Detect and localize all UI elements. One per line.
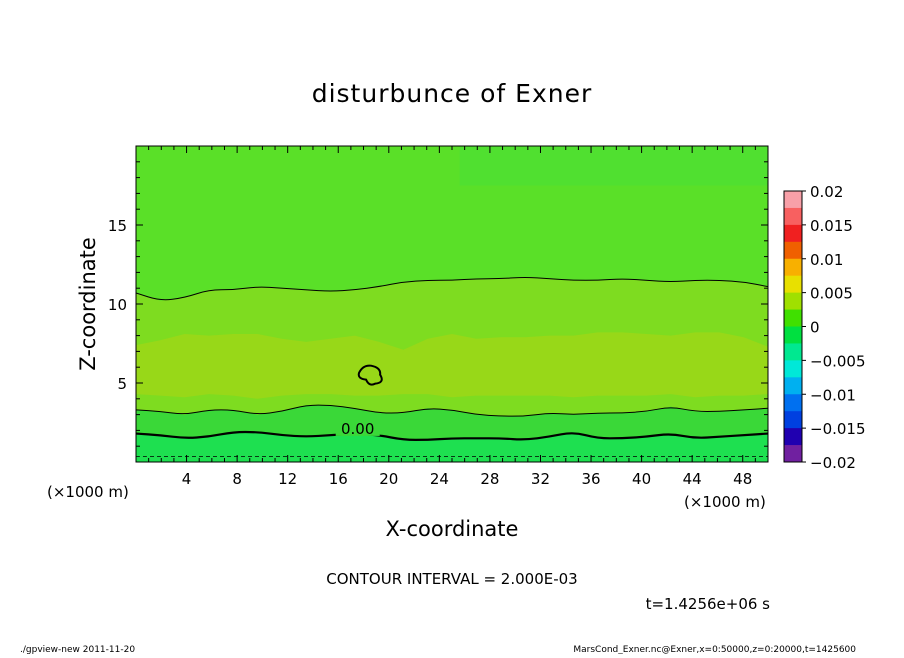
colorbar-segment	[784, 309, 802, 327]
footer-right: MarsCond_Exner.nc@Exner,x=0:50000,z=0:20…	[573, 645, 856, 654]
colorbar-tick-label: −0.01	[810, 386, 856, 404]
x-tick-label: 40	[632, 470, 651, 488]
plot-area: 0.00	[135, 145, 769, 463]
time-text: t=1.4256e+06 s	[646, 595, 771, 613]
colorbar-segment	[784, 258, 802, 277]
colorbar-segment	[784, 394, 802, 412]
fill-lower	[136, 405, 768, 440]
colorbar-tick-label: 0.005	[810, 285, 853, 303]
colorbar-segment	[784, 377, 802, 395]
x-tick-label: 48	[733, 470, 752, 488]
y-axis-ticks: 5 10 15	[108, 161, 768, 447]
colorbar-tick-label: −0.015	[810, 420, 866, 438]
colorbar-segment	[784, 292, 802, 311]
colorbar-tick-label: −0.02	[810, 454, 856, 472]
footer-left: ./gpview-new 2011-11-20	[20, 645, 135, 654]
x-tick-label: 20	[379, 470, 398, 488]
colorbar-segment	[784, 275, 802, 294]
y-tick-label: 15	[108, 217, 127, 235]
x-unit-right: (×1000 m)	[684, 493, 766, 511]
contour-blob	[357, 364, 383, 386]
contour-line-lower	[136, 404, 768, 417]
x-tick-label: 8	[232, 470, 242, 488]
contour-label: 0.00	[341, 420, 374, 438]
colorbar-segment	[784, 241, 802, 260]
x-unit-left: (×1000 m)	[47, 483, 129, 501]
x-tick-label: 24	[430, 470, 449, 488]
colorbar-segment	[784, 207, 802, 226]
colorbar-tick-label: 0.02	[810, 183, 843, 201]
x-tick-label: 32	[531, 470, 550, 488]
y-axis-label: Z-coordinate	[76, 237, 100, 371]
colorbar-segment	[784, 326, 802, 344]
x-tick-label: 12	[278, 470, 297, 488]
colorbar-tick-label: 0.01	[810, 251, 843, 269]
colorbar-segment	[784, 191, 802, 209]
contour-line-upper	[136, 277, 768, 301]
fill-upper-right	[459, 146, 768, 186]
colorbar-segment	[784, 428, 802, 446]
x-axis-ticks: 4 8 12 16 20 24 28 32 36 40 44 48	[148, 146, 756, 488]
contour-label-bg	[335, 420, 380, 436]
colorbar-tick-label: 0.015	[810, 217, 853, 235]
contour-interval-text: CONTOUR INTERVAL = 2.000E-03	[326, 570, 577, 588]
colorbar-segment	[784, 224, 802, 243]
colorbar-tick-label: 0	[810, 319, 820, 337]
contour-fills: 0.00	[136, 146, 768, 462]
x-tick-label: 28	[480, 470, 499, 488]
colorbar-segment	[784, 411, 802, 429]
y-tick-label: 10	[108, 296, 127, 314]
x-axis-label: X-coordinate	[386, 517, 519, 541]
colorbar: 0.02 0.015 0.01 0.005 0 −0.005 −0.01 −0.015 −0.0…	[783, 183, 866, 472]
x-tick-label: 16	[329, 470, 348, 488]
x-tick-label: 36	[581, 470, 600, 488]
colorbar-segment	[784, 360, 802, 378]
fill-bottom	[136, 432, 768, 462]
contour-line-zero	[136, 430, 768, 441]
chart-title: disturbunce of Exner	[312, 79, 593, 108]
x-tick-label: 44	[683, 470, 702, 488]
fill-middle-core	[136, 332, 768, 399]
colorbar-segment	[784, 343, 802, 361]
colorbar-tick-label: −0.005	[810, 352, 866, 370]
x-tick-label: 4	[182, 470, 192, 488]
y-tick-label: 5	[117, 375, 127, 393]
colorbar-segment	[784, 445, 802, 463]
